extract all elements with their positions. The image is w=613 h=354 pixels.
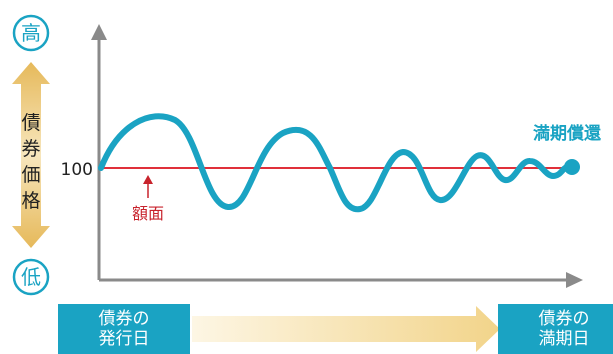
- price-range-arrow: [12, 62, 50, 248]
- maturity-redemption-label: 満期償還: [533, 123, 602, 144]
- price-wave: [98, 113, 573, 213]
- y-axis-arrowhead: [91, 24, 107, 40]
- par-pointer-arrowhead: [143, 175, 153, 184]
- high-label: 高: [21, 21, 41, 45]
- maturity-dot: [564, 159, 580, 175]
- par-label: 額面: [132, 204, 164, 223]
- maturity-date-badge: 債券の 満期日: [498, 304, 613, 354]
- issue-date-badge: 債券の 発行日: [58, 304, 190, 354]
- high-marker: 高: [12, 14, 50, 52]
- x-axis-arrowhead: [566, 272, 583, 288]
- price-axis-char-2: 券: [21, 138, 40, 160]
- time-arrow: [192, 306, 500, 352]
- maturity-date-line-2: 満期日: [538, 329, 590, 349]
- issue-date-line-1: 債券の: [98, 309, 150, 329]
- issue-date-line-2: 発行日: [98, 329, 150, 349]
- par-value-label: 100: [61, 160, 93, 180]
- maturity-date-line-1: 債券の: [538, 309, 590, 329]
- low-label: 低: [21, 265, 41, 289]
- price-axis-char-3: 価: [21, 164, 40, 186]
- price-axis-char-4: 格: [21, 190, 40, 212]
- low-marker: 低: [12, 258, 50, 296]
- price-axis-char-1: 債: [21, 112, 40, 134]
